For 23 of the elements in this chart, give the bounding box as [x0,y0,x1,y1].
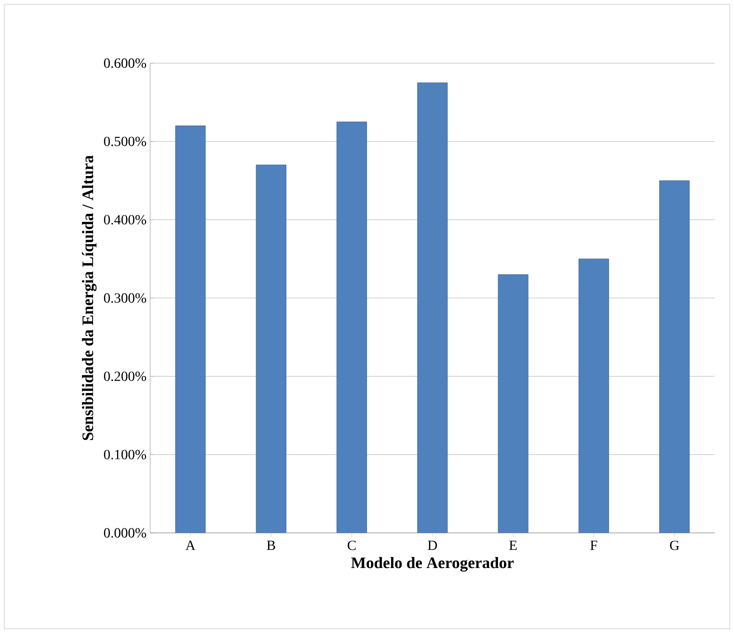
y-tick-label: 0.200% [104,372,146,382]
bar [498,274,528,533]
x-tick-label: C [348,540,356,550]
y-tick-label: 0.400% [104,214,146,224]
y-tick-label: 0.100% [104,450,146,460]
x-tick-label: B [266,540,276,550]
x-tick-label: D [428,540,437,550]
x-axis-title: Modelo de Aerogerador [351,556,514,572]
y-axis-title: Sensibilidade da Energia Líquida / Altura [82,155,97,440]
y-tick-label: 0.000% [104,528,146,538]
x-tick-label: G [670,540,680,550]
y-tick-label: 0.600% [104,58,146,68]
y-tick-label: 0.300% [104,293,146,303]
bar [256,164,286,533]
x-tick-label: A [186,540,196,550]
y-tick-label: 0.500% [104,136,146,146]
x-tick-label: F [590,540,598,550]
bar [659,180,690,533]
bar [578,258,609,533]
bar [175,126,206,533]
bar [417,82,448,533]
x-tick-label: E [509,540,517,550]
bar [336,122,367,533]
